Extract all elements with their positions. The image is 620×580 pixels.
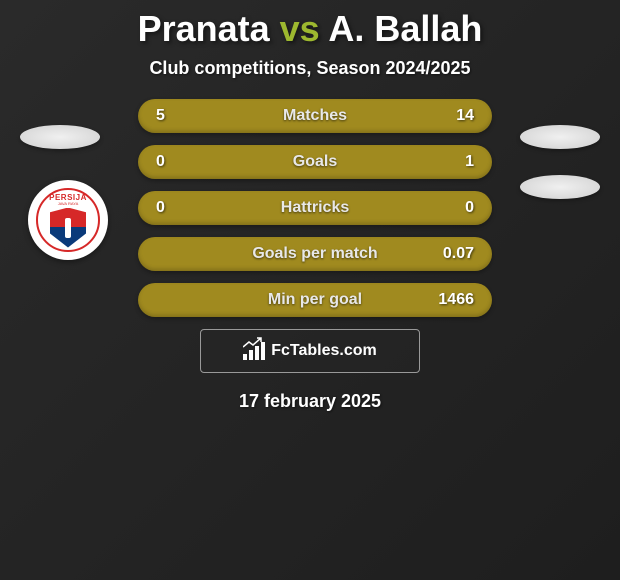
stat-label: Goals: [293, 153, 337, 171]
branding-box: FcTables.com: [200, 329, 420, 373]
stat-label: Goals per match: [252, 245, 377, 263]
stat-left-value: 5: [156, 107, 196, 125]
stat-label: Hattricks: [281, 199, 349, 217]
branding-text: FcTables.com: [271, 342, 377, 360]
stat-row: 5 Matches 14: [138, 99, 492, 133]
stat-row: Goals per match 0.07: [138, 237, 492, 271]
bar-chart-icon: [243, 342, 265, 360]
date-text: 17 february 2025: [0, 391, 620, 412]
stat-label: Min per goal: [268, 291, 362, 309]
stat-left-value: 0: [156, 153, 196, 171]
right-team-badge-placeholder-2: [520, 175, 600, 199]
stat-left-value: 0: [156, 199, 196, 217]
ellipse-icon: [20, 125, 100, 149]
stat-row: 0 Goals 1: [138, 145, 492, 179]
vs-text: vs: [280, 8, 320, 49]
logo-subtext: JAVA RAYA: [58, 201, 79, 206]
stat-right-value: 1: [434, 153, 474, 171]
stat-row: Min per goal 1466: [138, 283, 492, 317]
ellipse-icon: [520, 125, 600, 149]
comparison-title: Pranata vs A. Ballah: [0, 0, 620, 50]
stat-label: Matches: [283, 107, 347, 125]
stat-right-value: 14: [434, 107, 474, 125]
shield-icon: [50, 208, 86, 248]
stat-right-value: 0.07: [434, 245, 474, 263]
left-team-badge-placeholder: [20, 125, 100, 149]
persija-logo: PERSIJA JAVA RAYA: [28, 180, 108, 260]
player1-name: Pranata: [138, 8, 270, 49]
subtitle: Club competitions, Season 2024/2025: [0, 58, 620, 79]
player2-name: A. Ballah: [328, 8, 482, 49]
stat-row: 0 Hattricks 0: [138, 191, 492, 225]
right-team-badge-placeholder: [520, 125, 600, 149]
ellipse-icon: [520, 175, 600, 199]
stats-container: 5 Matches 14 0 Goals 1 0 Hattricks 0 Goals per ma…: [138, 99, 492, 317]
stat-right-value: 1466: [434, 291, 474, 309]
stat-right-value: 0: [434, 199, 474, 217]
